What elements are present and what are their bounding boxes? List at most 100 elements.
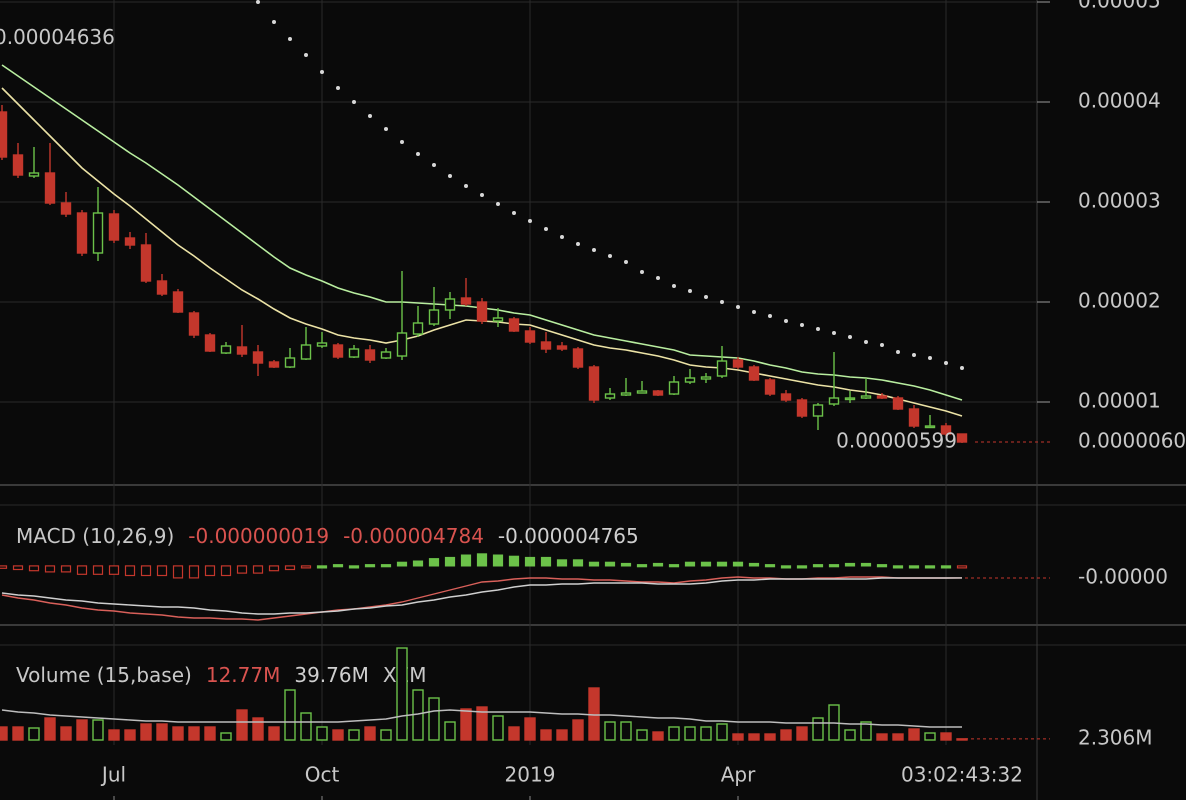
sar-dot — [944, 361, 948, 365]
histogram-bar — [604, 561, 616, 567]
y-tick-label: 0.00003 — [1078, 189, 1161, 213]
histogram-bar — [876, 564, 888, 568]
candle-body — [396, 332, 408, 357]
sar-dot — [704, 295, 708, 299]
candle-body — [380, 351, 392, 359]
candle-body — [508, 318, 520, 332]
panel-title: Volume (15,base) — [16, 663, 192, 687]
volume-bar — [492, 715, 504, 741]
volume-bar — [812, 717, 824, 741]
histogram-bar — [236, 565, 248, 574]
candle-body — [652, 390, 664, 396]
candle-body — [412, 322, 424, 335]
histogram-bar — [300, 565, 312, 569]
volume-bar — [220, 732, 232, 741]
candle-body — [476, 301, 488, 322]
sar-dot — [736, 305, 740, 309]
sar-dot — [432, 163, 436, 167]
volume-last-label: 2.306M — [1078, 725, 1153, 749]
volume-bar — [796, 726, 808, 741]
candle-body — [828, 397, 840, 405]
histogram-bar — [92, 565, 104, 575]
candle-body — [364, 349, 376, 361]
sar-dot — [640, 270, 644, 274]
histogram-bar — [940, 565, 952, 569]
volume-bar — [604, 721, 616, 741]
volume-bar — [268, 726, 280, 741]
low-marker: 0.00000599 — [836, 429, 957, 453]
sar-dot — [688, 289, 692, 293]
volume-bar — [428, 697, 440, 741]
histogram-bar — [572, 559, 584, 567]
volume-bar — [700, 726, 712, 741]
histogram-bar — [860, 562, 872, 567]
histogram-bar — [28, 565, 40, 572]
candle-body — [92, 212, 104, 254]
histogram-bar — [316, 565, 328, 569]
candle-body — [892, 397, 904, 410]
sar-dot — [400, 140, 404, 144]
candle-body — [284, 357, 296, 368]
macd-axis-label: -0.00000 — [1078, 564, 1168, 588]
volume-bar — [540, 729, 552, 741]
candle-body — [492, 317, 504, 322]
countdown: 03:02:43:32 — [901, 763, 1023, 787]
histogram-bar — [556, 559, 568, 567]
candle-body — [540, 341, 552, 350]
candle-body — [332, 344, 344, 358]
sar-dot — [864, 340, 868, 344]
histogram-bar — [44, 565, 56, 573]
volume-bar — [108, 729, 120, 741]
candle-body — [588, 366, 600, 401]
volume-bar — [940, 732, 952, 741]
volume-bar — [892, 733, 904, 741]
volume-bar — [924, 732, 936, 741]
candle-body — [300, 344, 312, 360]
candle-body — [812, 404, 824, 417]
volume-bar — [652, 731, 664, 741]
y-tick-label: 0.00002 — [1078, 289, 1161, 313]
histogram-bar — [524, 556, 536, 567]
sar-dot — [848, 335, 852, 339]
histogram-bar — [796, 565, 808, 569]
volume-bar — [44, 717, 56, 741]
high-marker: 0.00004636 — [0, 25, 115, 49]
histogram-bar — [812, 564, 824, 568]
volume-average — [1, 709, 962, 728]
candle-body — [524, 330, 536, 343]
histogram-bar — [268, 565, 280, 572]
sar-dot — [320, 70, 324, 74]
panel-title: MACD (10,26,9) — [16, 524, 174, 548]
candle-body — [172, 291, 184, 313]
histogram-bar — [764, 564, 776, 568]
histogram-bar — [732, 561, 744, 567]
histogram-bar — [60, 565, 72, 573]
candle-body — [12, 154, 24, 176]
histogram-bar — [124, 565, 136, 577]
volume-bar — [156, 723, 168, 741]
candle-body — [0, 111, 8, 158]
volume-bar — [764, 733, 776, 741]
sar-dot — [464, 184, 468, 188]
histogram-bar — [284, 565, 296, 571]
sar-dot — [912, 353, 916, 357]
histogram-bar — [76, 565, 88, 575]
sar-dot — [768, 314, 772, 318]
histogram-bar — [444, 556, 456, 567]
y-tick-label: 0.00005 — [1078, 0, 1161, 13]
sar-dot — [560, 235, 564, 239]
sar-dot — [480, 193, 484, 197]
legend-value: 39.76M — [294, 663, 369, 687]
candle-body — [940, 425, 952, 435]
volume-bar — [444, 721, 456, 741]
histogram-bar — [252, 565, 264, 574]
candle-body — [236, 346, 248, 355]
sar-dot — [336, 86, 340, 90]
histogram-bar — [140, 565, 152, 577]
volume-bar — [76, 719, 88, 741]
volume-bar — [28, 727, 40, 741]
sar-dot — [528, 219, 532, 223]
histogram-bar — [668, 564, 680, 568]
volume-bar — [140, 723, 152, 741]
